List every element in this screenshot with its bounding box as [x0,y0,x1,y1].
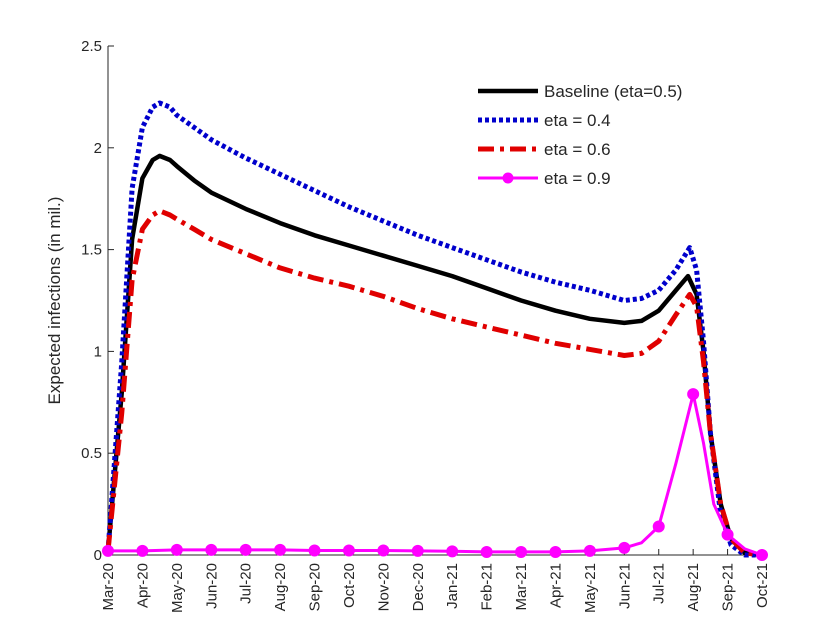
x-tick-label: Sep-21 [720,563,737,611]
x-tick-label: May-21 [582,563,599,613]
y-tick-label: 2 [94,140,102,157]
series-3-point [308,544,321,557]
series-3-point [480,545,493,558]
series-3-point [721,528,734,541]
series-3-point [583,544,596,557]
y-tick-label: 0.5 [81,445,102,462]
series-layer [102,100,768,561]
legend: Baseline (eta=0.5) eta = 0.4 eta = 0.6 eta … [478,82,682,188]
x-tick-label: Mar-21 [513,563,530,611]
y-axis-label: Expected infections (in mil.) [45,197,64,405]
x-tick-label: Nov-20 [375,563,392,611]
series-3-point [411,544,424,557]
y-tick-label: 1 [94,343,102,360]
x-tick-label: Apr-20 [134,563,151,608]
series-3-point [274,543,287,556]
x-tick-label: Aug-21 [685,563,702,611]
series-3-point [170,543,183,556]
series-3-point [205,543,218,556]
x-tick-label: Sep-20 [307,563,324,611]
x-tick-label: Jan-21 [444,563,461,609]
series-3-point [102,544,114,557]
series-3-point [687,388,700,401]
y-tick-label: 0 [94,547,102,564]
x-tick-label: Jun-20 [203,563,220,609]
series-3-point [239,543,252,556]
series-2-line [105,208,763,558]
y-tick-label: 2.5 [81,38,102,55]
x-tick-label: Oct-21 [754,563,771,608]
legend-label-0: Baseline (eta=0.5) [544,82,682,101]
legend-label-3: eta = 0.9 [544,169,611,188]
x-tick-label: May-20 [169,563,186,613]
legend-label-2: eta = 0.6 [544,140,611,159]
series-3-point [377,544,390,557]
legend-label-1: eta = 0.4 [544,111,611,130]
x-tick-label: Jun-21 [616,563,633,609]
series-3-point [549,545,562,558]
series-3-point [136,544,149,557]
series-3-point [618,541,631,554]
x-tick-label: Jul-21 [651,563,668,604]
series-3-point [342,544,355,557]
series-3-point [446,545,459,558]
series-3-point [756,549,768,561]
axes: 0 0.5 1 1.5 2 2.5 Mar-20 Apr-20 May-20 Jun-20 Jul-… [45,38,771,613]
x-tick-label: Dec-20 [410,563,427,611]
x-tick-label: Feb-21 [479,563,496,611]
legend-marker-3 [502,172,514,184]
x-tick-label: Apr-21 [547,563,564,608]
x-tick-label: Mar-20 [100,563,117,611]
series-3-point [652,520,665,533]
x-tick-label: Jul-20 [238,563,255,604]
x-tick-label: Oct-20 [341,563,358,608]
series-3-point [515,545,528,558]
y-tick-label: 1.5 [81,242,102,259]
x-tick-label: Aug-20 [272,563,289,611]
series-1-line [105,100,762,558]
